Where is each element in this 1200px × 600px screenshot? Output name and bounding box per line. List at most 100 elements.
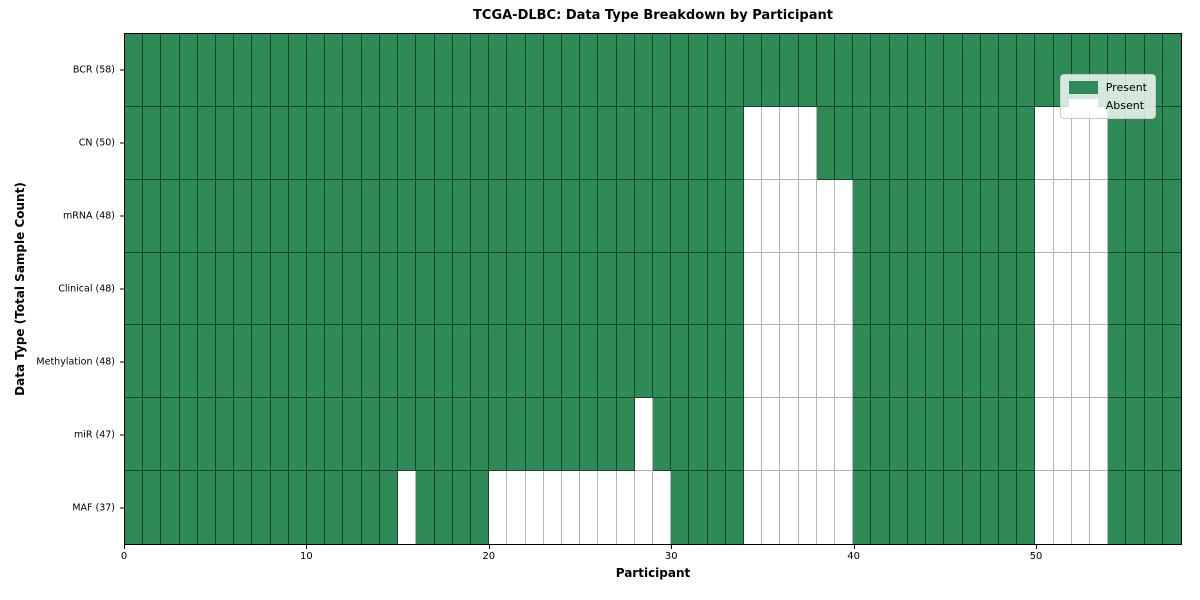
heatmap-cell [325,325,344,399]
heatmap-cell [616,398,635,472]
heatmap-cell [1017,471,1036,544]
heatmap-cell [689,325,708,399]
x-axis: 0 10 20 30 40 50 [121,545,1182,585]
heatmap-cell [216,252,235,326]
heatmap-grid [125,34,1181,544]
heatmap-cell [816,179,836,253]
heatmap-cell [452,398,471,472]
heatmap-cell [634,398,653,472]
heatmap-cell [907,34,927,107]
heatmap-cell [762,179,781,253]
heatmap-cell [798,325,817,399]
heatmap-cell [835,325,854,399]
heatmap-cell [125,179,144,253]
heatmap-cell [998,179,1018,253]
heatmap-cell [470,34,490,107]
y-tick-label: CN (50) [78,137,115,149]
heatmap-cell [998,325,1018,399]
y-tick-label: mRNA (48) [63,210,115,222]
heatmap-cell [161,325,180,399]
heatmap-cell [197,325,217,399]
heatmap-cell [1108,398,1127,472]
heatmap-cell [179,106,198,180]
heatmap-cell [1108,252,1127,326]
heatmap-cell [325,179,344,253]
heatmap-cell [962,398,981,472]
heatmap-cell [889,106,908,180]
heatmap-cell [762,471,781,544]
heatmap-cell [980,106,999,180]
heatmap-cell [343,106,362,180]
heatmap-cell [197,398,217,472]
x-tick-label: 20 [482,551,496,562]
heatmap-cell [125,471,144,544]
heatmap-cell [361,252,380,326]
heatmap-cell [270,398,289,472]
heatmap-cell [434,106,453,180]
y-tick-mark [120,507,124,509]
heatmap-cell [525,398,544,472]
heatmap-cell [944,471,963,544]
heatmap-cell [470,106,490,180]
heatmap-cell [234,471,253,544]
y-tick-label: MAF (37) [72,502,115,514]
heatmap-cell [489,179,508,253]
heatmap-cell [179,398,198,472]
heatmap-cell [561,106,581,180]
heatmap-cell [234,179,253,253]
heatmap-cell [561,179,581,253]
heatmap-cell [1035,398,1054,472]
heatmap-cell [343,471,362,544]
heatmap-cell [998,252,1018,326]
heatmap-cell [470,471,490,544]
heatmap-cell [179,471,198,544]
heatmap-cell [1162,325,1181,399]
heatmap-cell [398,325,417,399]
heatmap-cell [379,106,399,180]
chart-title: TCGA-DLBC: Data Type Breakdown by Partic… [473,8,833,23]
heatmap-cell [671,325,690,399]
heatmap-cell [652,179,672,253]
legend-entry-absent: Absent [1068,99,1147,112]
heatmap-cell [525,252,544,326]
heatmap-cell [561,252,581,326]
heatmap-cell [398,252,417,326]
heatmap-cell [652,34,672,107]
heatmap-cell [652,471,672,544]
heatmap-cell [361,34,380,107]
heatmap-cell [1053,252,1072,326]
heatmap-cell [689,179,708,253]
heatmap-cell [234,106,253,180]
heatmap-cell [707,34,726,107]
heatmap-cell [325,252,344,326]
heatmap-cell [671,34,690,107]
heatmap-cell [598,252,617,326]
heatmap-cell [725,179,745,253]
heatmap-cell [871,471,890,544]
heatmap-cell [725,106,745,180]
x-tick-label: 50 [1029,551,1043,562]
heatmap-cell [125,325,144,399]
heatmap-cell [598,106,617,180]
x-tick-mark [671,545,673,549]
heatmap-cell [489,325,508,399]
heatmap-cell [998,34,1018,107]
heatmap-cell [1162,398,1181,472]
heatmap-cell [962,179,981,253]
heatmap-cell [634,34,653,107]
heatmap-cell [1017,34,1036,107]
heatmap-cell [343,325,362,399]
heatmap-cell [361,325,380,399]
heatmap-cell [889,179,908,253]
heatmap-cell [907,398,927,472]
heatmap-cell [1108,471,1127,544]
heatmap-cell [671,179,690,253]
heatmap-cell [926,471,945,544]
heatmap-cell [507,398,526,472]
heatmap-cell [288,34,308,107]
absent-swatch [1068,99,1098,112]
heatmap-cell [416,34,435,107]
heatmap-cell [689,34,708,107]
heatmap-cell [816,398,836,472]
heatmap-cell [434,252,453,326]
